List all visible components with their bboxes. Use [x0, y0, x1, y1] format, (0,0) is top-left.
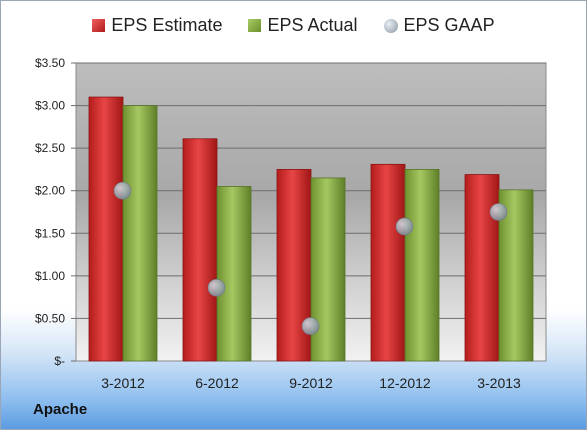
point-eps-gaap — [301, 317, 320, 335]
y-tick-label: $3.00 — [35, 99, 65, 113]
legend-item-estimate: EPS Estimate — [92, 15, 222, 36]
y-tick-label: $1.50 — [35, 226, 65, 240]
point-eps-gaap — [207, 278, 226, 297]
legend-label-estimate: EPS Estimate — [111, 15, 223, 35]
legend-swatch-estimate — [92, 19, 106, 32]
y-tick-label: $1.00 — [35, 269, 65, 283]
bar-eps-actual — [122, 105, 158, 362]
legend-swatch-gaap — [383, 18, 398, 33]
y-tick-label: $- — [54, 354, 65, 368]
bar-eps-actual — [310, 177, 346, 362]
x-tick-label: 12-2012 — [379, 375, 431, 391]
bar-eps-actual — [404, 169, 440, 362]
point-eps-gaap — [113, 181, 132, 200]
bar-eps-actual — [498, 189, 534, 362]
bar-eps-estimate — [182, 138, 218, 362]
y-tick-label: $2.00 — [35, 184, 65, 198]
y-tick-label: $0.50 — [35, 311, 65, 325]
plot-area: $- $0.50 $1.00 $1.50 $2.00 $2.50 $3.00 $3.50 3-2… — [35, 56, 547, 391]
legend-label-gaap: EPS GAAP — [403, 15, 495, 35]
y-tick-label: $3.50 — [35, 56, 65, 70]
x-tick-label: 6-2012 — [195, 375, 239, 391]
point-eps-gaap — [489, 203, 508, 221]
legend-item-actual: EPS Actual — [248, 15, 358, 36]
x-tick-label: 3-2013 — [477, 375, 521, 391]
company-name: Apache — [33, 401, 88, 418]
bar-eps-actual — [216, 186, 252, 362]
bar-eps-estimate — [88, 96, 124, 362]
bar-eps-estimate — [464, 174, 500, 362]
legend-label-actual: EPS Actual — [267, 15, 358, 35]
y-tick-label: $2.50 — [35, 141, 65, 155]
legend-item-gaap: EPS GAAP — [383, 15, 495, 36]
legend-swatch-actual — [248, 19, 262, 32]
x-tick-label: 3-2012 — [101, 375, 145, 391]
bar-eps-estimate — [370, 163, 406, 362]
point-eps-gaap — [395, 217, 414, 236]
legend: EPS Estimate EPS Actual EPS GAAP — [1, 15, 586, 36]
x-tick-label: 9-2012 — [289, 375, 333, 391]
